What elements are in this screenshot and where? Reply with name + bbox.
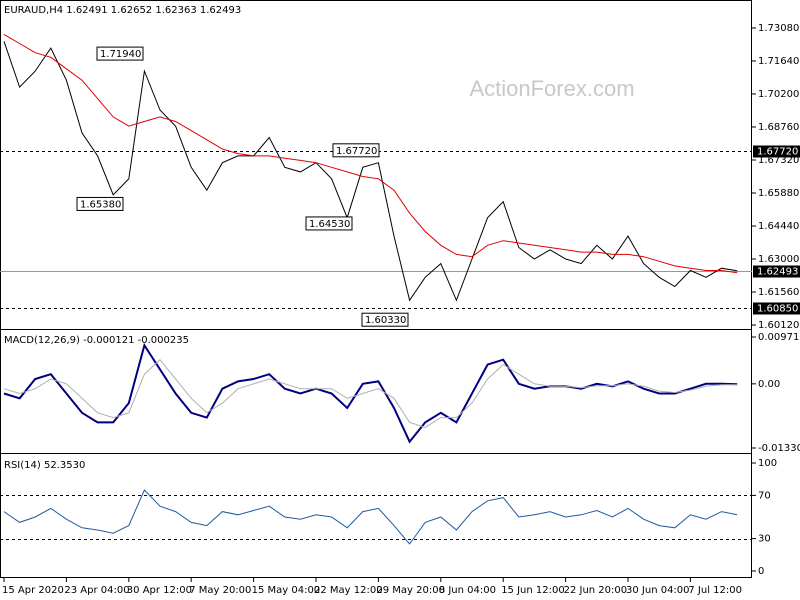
- y-tick-label: 1.64440: [758, 221, 799, 232]
- x-tick-label: 29 May 20:00: [376, 585, 445, 596]
- series-line: [3, 358, 738, 428]
- y-tick-label: 1.60120: [758, 320, 799, 331]
- x-tick-label: 23 Apr 04:00: [64, 585, 129, 596]
- y-tick-label: 70: [758, 490, 771, 501]
- annotation-label: 1.71940: [100, 49, 141, 60]
- annotation-box: [76, 196, 124, 211]
- annotation-label: 1.67720: [336, 146, 377, 157]
- price-tag: [753, 265, 800, 278]
- y-tick-label: 1.63000: [758, 254, 799, 265]
- chart-title: EURAUD,H4 1.62491 1.62652 1.62363 1.6249…: [4, 5, 241, 16]
- annotation-label: 1.64530: [309, 219, 350, 230]
- x-tick-label: 7 May 20:00: [189, 585, 251, 596]
- x-tick-label: 30 Jun 04:00: [626, 585, 690, 596]
- series-line: [3, 33, 738, 274]
- price-tag-label: 1.67720: [757, 147, 798, 158]
- series-line: [3, 489, 738, 545]
- y-tick-label: 1.70200: [758, 89, 799, 100]
- y-tick-label: 100: [758, 458, 777, 469]
- y-tick-label: 0: [758, 566, 764, 577]
- y-tick-label: 30: [758, 534, 771, 545]
- y-tick-label: 0.009713: [758, 332, 800, 343]
- x-tick-label: 30 Apr 12:00: [127, 585, 192, 596]
- x-tick-label: 22 May 12:00: [314, 585, 383, 596]
- price-tag-label: 1.62493: [757, 267, 798, 278]
- annotation-box: [305, 216, 353, 231]
- series-line: [3, 41, 738, 302]
- x-tick-label: 7 Jul 12:00: [688, 585, 742, 596]
- y-tick-label: 1.61560: [758, 287, 799, 298]
- y-tick-label: 1.65880: [758, 188, 799, 199]
- annotation-label: 1.60330: [365, 315, 406, 326]
- annotation-box: [96, 46, 144, 61]
- watermark: ActionForex.com: [469, 76, 634, 101]
- y-tick-label: 0.00: [758, 379, 780, 390]
- y-tick-label: -0.013302: [758, 443, 800, 454]
- x-tick-label: 15 Apr 2020: [2, 585, 64, 596]
- price-tag-label: 1.60850: [757, 304, 798, 315]
- y-tick-label: 1.71640: [758, 56, 799, 67]
- annotation-label: 1.65380: [80, 199, 121, 210]
- annotation-box: [332, 143, 380, 158]
- panel-title: RSI(14) 52.3530: [4, 460, 85, 471]
- price-tag: [753, 302, 800, 315]
- x-tick-label: 15 May 04:00: [252, 585, 321, 596]
- y-tick-label: 1.73080: [758, 23, 799, 34]
- x-tick-label: 8 Jun 04:00: [439, 585, 496, 596]
- plot-frame: [0, 0, 752, 578]
- y-tick-label: 1.67320: [758, 155, 799, 166]
- x-tick-label: 22 Jun 20:00: [564, 585, 628, 596]
- price-tag: [753, 145, 800, 158]
- x-tick-label: 15 Jun 12:00: [501, 585, 565, 596]
- panel-title: MACD(12,26,9) -0.000121 -0.000235: [4, 335, 189, 346]
- annotation-box: [361, 312, 409, 327]
- y-tick-label: 1.68760: [758, 122, 799, 133]
